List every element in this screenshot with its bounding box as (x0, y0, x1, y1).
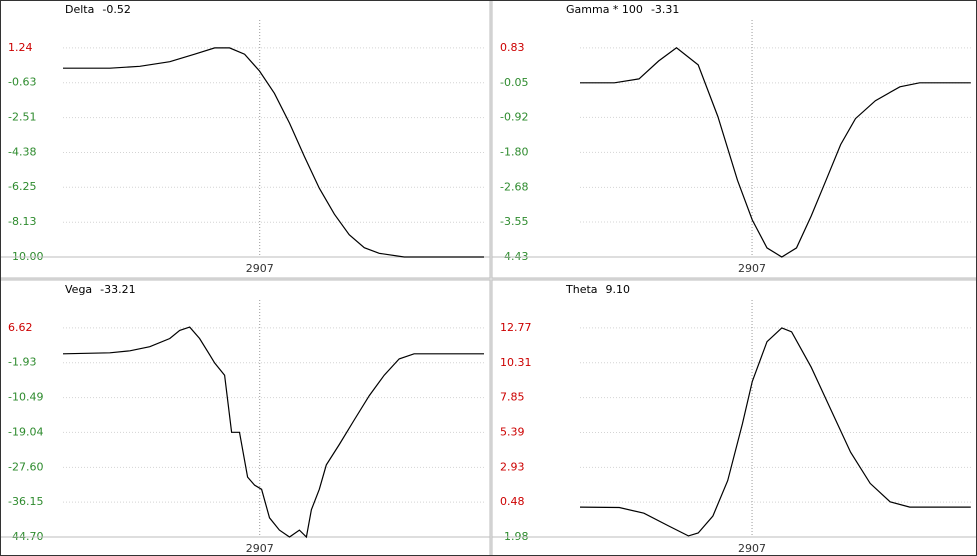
data-line (62, 326, 484, 539)
data-line (579, 327, 971, 537)
panel-background (491, 279, 977, 556)
y-tick-label: 5.39 (500, 426, 525, 439)
x-tick-label: 2907 (246, 542, 274, 555)
data-line (580, 47, 971, 258)
y-tick-label: 1.24 (8, 41, 33, 54)
y-tick-label: -0.92 (500, 110, 528, 123)
y-tick-label: -6.25 (8, 180, 36, 193)
y-tick-label: -8.13 (8, 215, 36, 228)
panel-background (0, 279, 491, 556)
current-value: -33.21 (100, 283, 135, 296)
x-tick-label: 2907 (738, 542, 766, 555)
chart-title: Vega (65, 283, 92, 296)
current-value: 9.10 (606, 283, 631, 296)
x-tick-label: 2907 (738, 262, 766, 275)
y-tick-label: -19.04 (8, 425, 43, 438)
y-tick-label: 7.85 (500, 391, 525, 404)
y-tick-label: -2.68 (500, 180, 528, 193)
y-tick-label: 2.93 (500, 460, 525, 473)
panel-background (491, 0, 977, 279)
y-tick-label: -2.51 (8, 111, 36, 124)
y-tick-label: -1.93 (8, 356, 36, 369)
current-value: -0.52 (102, 3, 130, 16)
data-line (63, 47, 484, 258)
y-tick-label: 12.77 (500, 321, 532, 334)
chart-panel: Vega -33.21 6.62 -1.93 -10.49 -19.04 -27.60 -36… (0, 279, 491, 556)
y-tick-label: -36.15 (8, 495, 43, 508)
current-value: -3.31 (651, 3, 679, 16)
chart-title: Gamma * 100 (566, 3, 643, 16)
y-tick-label: 6.62 (8, 321, 33, 334)
chart-title: Delta (65, 3, 94, 16)
y-tick-label: 0.48 (500, 495, 525, 508)
chart-panel: Gamma * 100 -3.31 0.83 -0.05 -0.92 -1.80 -2.68… (491, 0, 977, 279)
y-tick-label: -1.80 (500, 145, 528, 158)
panel-background (0, 0, 491, 279)
y-tick-label: -10.49 (8, 391, 43, 404)
x-tick-label: 2907 (246, 262, 274, 275)
y-tick-label: -3.55 (500, 215, 528, 228)
y-tick-label: -0.05 (500, 76, 528, 89)
y-tick-label: -4.38 (8, 145, 36, 158)
y-tick-label: -27.60 (8, 460, 43, 473)
chart-panel: Theta 9.1012.7710.317.855.392.930.48-1.98… (491, 279, 977, 556)
y-tick-label: 10.31 (500, 356, 532, 369)
chart-title: Theta (565, 283, 598, 296)
chart-panel: Delta -0.521.24-0.63-2.51-4.38-6.25-8.13-… (0, 0, 491, 279)
y-tick-label: 0.83 (500, 41, 525, 54)
y-tick-label: -0.63 (8, 76, 36, 89)
